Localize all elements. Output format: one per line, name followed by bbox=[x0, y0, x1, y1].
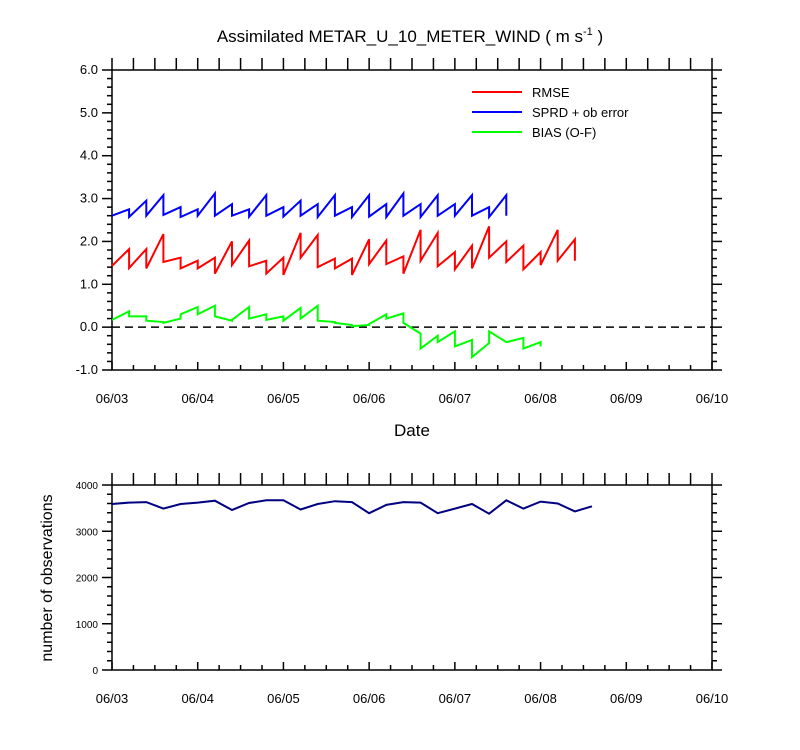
y-tick-label: -1.0 bbox=[76, 362, 98, 377]
top-series-group bbox=[111, 190, 576, 360]
x-tick-label: 06/09 bbox=[610, 391, 643, 406]
x-tick-label: 06/08 bbox=[524, 691, 557, 706]
bottom-y-tick-labels: 0 1000 2000 3000 4000 bbox=[76, 481, 99, 677]
bottom-panel: 06/03 06/04 06/05 06/06 06/07 06/08 06/09 06/10… bbox=[39, 473, 728, 706]
x-tick-label: 06/05 bbox=[267, 391, 300, 406]
bottom-series-group bbox=[111, 499, 593, 515]
chart-title: Assimilated METAR_U_10_METER_WIND ( m s-… bbox=[217, 26, 603, 46]
legend-label: SPRD + ob error bbox=[532, 105, 629, 120]
y-tick-label: 1000 bbox=[76, 620, 99, 631]
x-tick-label: 06/04 bbox=[181, 691, 214, 706]
series-line-bias-o-f bbox=[111, 303, 542, 360]
x-tick-label: 06/05 bbox=[267, 691, 300, 706]
bottom-x-tick-labels: 06/03 06/04 06/05 06/06 06/07 06/08 06/09 06/10 bbox=[96, 691, 729, 706]
y-axis-label-observations: number of observations bbox=[39, 494, 56, 661]
y-tick-label: 5.0 bbox=[80, 105, 98, 120]
y-tick-label: 6.0 bbox=[80, 62, 98, 77]
legend: RMSE SPRD + ob error BIAS (O-F) bbox=[472, 85, 629, 140]
top-panel: 06/03 06/04 06/05 06/06 06/07 06/08 06/09 06/10… bbox=[76, 58, 729, 440]
series-line-sprd-ob-error bbox=[111, 190, 508, 221]
y-tick-label: 2.0 bbox=[80, 233, 98, 248]
x-tick-label: 06/03 bbox=[96, 391, 129, 406]
y-tick-label: 0.0 bbox=[80, 319, 98, 334]
bottom-axis-ticks bbox=[102, 473, 722, 671]
y-tick-label: 4000 bbox=[76, 481, 99, 492]
y-tick-label: 4.0 bbox=[80, 148, 98, 163]
x-tick-label: 06/03 bbox=[96, 691, 129, 706]
top-axis-ticks bbox=[102, 58, 722, 371]
x-tick-label: 06/09 bbox=[610, 691, 643, 706]
bottom-plot-frame bbox=[111, 484, 713, 671]
y-tick-label: 2000 bbox=[76, 574, 99, 585]
x-axis-label: Date bbox=[394, 421, 430, 440]
series-line-rmse bbox=[111, 226, 576, 276]
legend-label: RMSE bbox=[532, 85, 570, 100]
series-line-number-of-observations bbox=[111, 499, 593, 515]
top-y-tick-labels: -1.0 0.0 1.0 2.0 3.0 4.0 5.0 6.0 bbox=[76, 62, 98, 377]
y-tick-label: 1.0 bbox=[80, 276, 98, 291]
x-tick-label: 06/08 bbox=[524, 391, 557, 406]
legend-label: BIAS (O-F) bbox=[532, 125, 596, 140]
y-tick-label: 0 bbox=[92, 666, 98, 677]
y-tick-label: 3000 bbox=[76, 527, 99, 538]
top-x-tick-labels: 06/03 06/04 06/05 06/06 06/07 06/08 06/09 06/10 bbox=[96, 391, 729, 406]
x-tick-label: 06/06 bbox=[353, 391, 386, 406]
x-tick-label: 06/04 bbox=[181, 391, 214, 406]
x-tick-label: 06/10 bbox=[696, 391, 729, 406]
x-tick-label: 06/07 bbox=[439, 391, 472, 406]
x-tick-label: 06/10 bbox=[696, 691, 729, 706]
x-tick-label: 06/06 bbox=[353, 691, 386, 706]
x-tick-label: 06/07 bbox=[439, 691, 472, 706]
y-tick-label: 3.0 bbox=[80, 191, 98, 206]
